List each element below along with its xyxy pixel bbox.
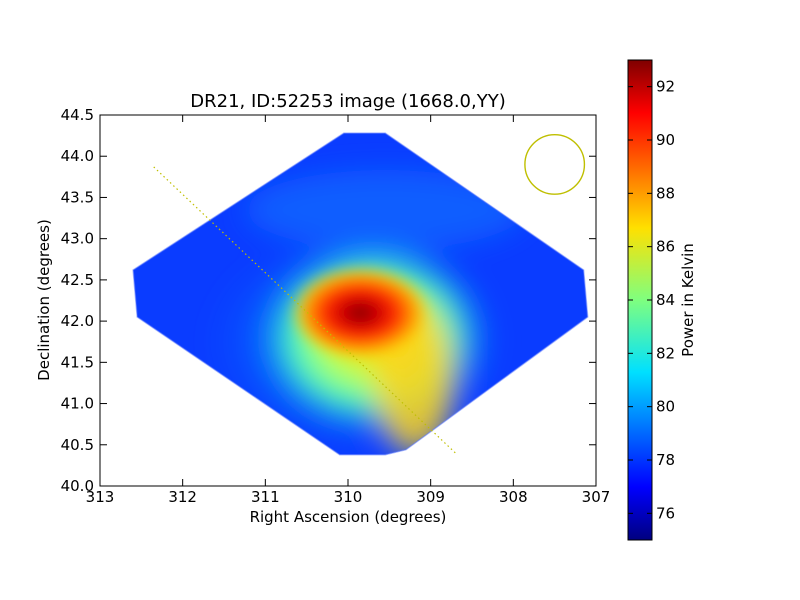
x-axis: 313 312 311 310 309 308 307 xyxy=(86,115,611,506)
x-axis-label: Right Ascension (degrees) xyxy=(250,508,447,526)
colorbar-tick-label: 92 xyxy=(656,78,675,96)
colorbar-ticks: 76 78 80 82 84 86 88 90 92 xyxy=(628,78,675,522)
heat-region-upper xyxy=(245,169,526,250)
colorbar-tick-label: 82 xyxy=(656,344,675,362)
y-tick-label: 43.0 xyxy=(61,230,94,248)
x-tick-label: 310 xyxy=(334,488,363,506)
x-tick-label: 313 xyxy=(86,488,115,506)
x-tick-label: 309 xyxy=(416,488,445,506)
heatmap-edge xyxy=(132,132,589,456)
y-tick-label: 40.0 xyxy=(61,477,94,495)
colorbar-tick-label: 86 xyxy=(656,238,675,256)
colorbar-tick-label: 88 xyxy=(656,184,675,202)
cut-line xyxy=(153,166,456,454)
y-tick-label: 42.5 xyxy=(61,271,94,289)
x-tick-label: 311 xyxy=(251,488,280,506)
colorbar-tick-label: 78 xyxy=(656,451,675,469)
x-tick-label: 308 xyxy=(499,488,528,506)
colorbar-label: Power in Kelvin xyxy=(679,243,697,357)
y-tick-label: 41.0 xyxy=(61,395,94,413)
y-axis-label: Declination (degrees) xyxy=(35,219,53,381)
y-tick-label: 41.5 xyxy=(61,353,94,371)
colorbar-tick-label: 90 xyxy=(656,131,675,149)
chart-title: DR21, ID:52253 image (1668.0,YY) xyxy=(190,91,505,112)
y-tick-label: 44.0 xyxy=(61,147,94,165)
colorbar-tick-label: 76 xyxy=(656,504,675,522)
y-tick-label: 44.5 xyxy=(61,106,94,124)
y-axis: 40.0 40.5 41.0 41.5 42.0 42.5 43.0 43.5 44.0 44.5 xyxy=(61,106,596,495)
x-tick-label: 312 xyxy=(168,488,197,506)
y-tick-label: 42.0 xyxy=(61,312,94,330)
colorbar: 76 78 80 82 84 86 88 90 92 Power in Kelvin xyxy=(627,59,697,541)
colorbar-tick-label: 84 xyxy=(656,291,675,309)
beam-circle xyxy=(524,134,586,195)
heat-peak xyxy=(288,264,433,361)
y-tick-label: 40.5 xyxy=(61,436,94,454)
x-tick-label: 307 xyxy=(582,488,611,506)
colorbar-tick-label: 80 xyxy=(656,398,675,416)
y-tick-label: 43.5 xyxy=(61,188,94,206)
